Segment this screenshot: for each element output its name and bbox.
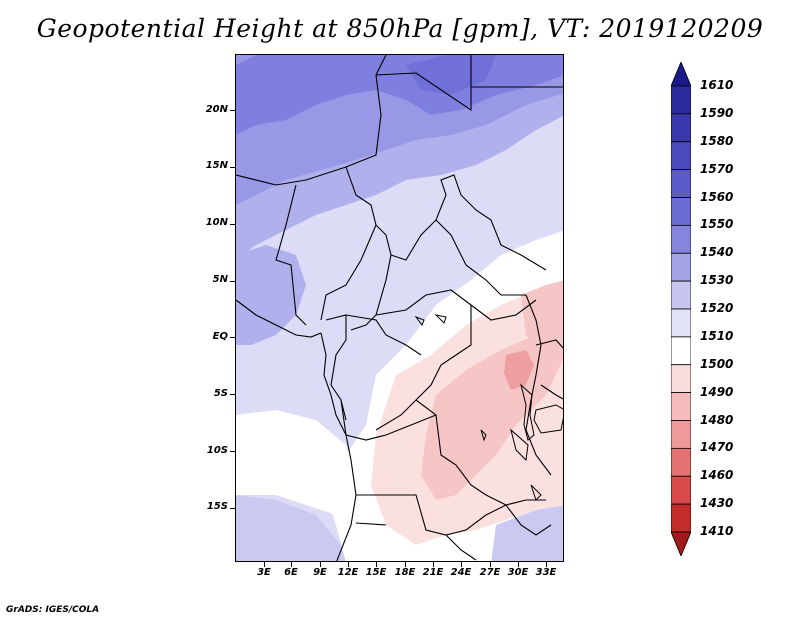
field-1560-core	[406, 55, 496, 95]
lon-label: 15E	[365, 567, 387, 578]
lon-label: 3E	[257, 567, 271, 578]
lon-label: 27E	[479, 567, 501, 578]
field-1530-southeast	[491, 505, 563, 561]
lon-label: 12E	[337, 567, 359, 578]
lon-label: 33E	[535, 567, 557, 578]
geopotential-height-field	[236, 55, 563, 561]
lon-tick	[546, 561, 547, 567]
lat-tick	[230, 508, 236, 509]
lon-tick	[348, 561, 349, 567]
colorbar-box	[671, 420, 691, 449]
colorbar-top-triangle	[671, 62, 691, 87]
lon-tick	[461, 561, 462, 567]
lon-tick	[433, 561, 434, 567]
lon-label: 6E	[284, 567, 298, 578]
colorbar-box	[671, 197, 691, 226]
colorbar-box	[671, 141, 691, 171]
colorbar	[671, 62, 691, 556]
colorbar-label: 1570	[700, 161, 734, 176]
lat-label: 15S	[206, 501, 228, 512]
colorbar-box	[671, 336, 691, 366]
colorbar-box	[671, 85, 691, 115]
field-1540-west	[236, 245, 306, 345]
colorbar-label: 1480	[700, 412, 734, 427]
lon-tick	[320, 561, 321, 567]
lat-label: 10S	[206, 445, 228, 456]
lat-label: 15N	[205, 160, 228, 171]
lon-tick	[264, 561, 265, 567]
lon-label: 21E	[422, 567, 444, 578]
colorbar-label: 1550	[700, 217, 734, 232]
lon-tick	[518, 561, 519, 567]
colorbar-label: 1560	[700, 189, 734, 204]
colorbar-bottom-triangle	[671, 531, 691, 556]
colorbar-box	[671, 252, 691, 282]
colorbar-box	[671, 475, 691, 505]
colorbar-box	[671, 308, 691, 338]
colorbar-box	[671, 169, 691, 198]
colorbar-label: 1430	[700, 496, 734, 511]
lon-label: 9E	[313, 567, 327, 578]
lon-label: 18E	[394, 567, 416, 578]
colorbar-label: 1470	[700, 440, 734, 455]
colorbar-label: 1460	[700, 468, 734, 483]
colorbar-label: 1410	[700, 524, 734, 538]
colorbar-box	[671, 280, 691, 310]
lat-tick	[230, 224, 236, 225]
lat-label: 20N	[205, 104, 228, 115]
colorbar-label: 1490	[700, 384, 734, 399]
lon-tick	[291, 561, 292, 567]
colorbar-label: 1540	[700, 245, 734, 260]
colorbar-label: 1510	[700, 328, 734, 343]
lat-tick	[230, 167, 236, 168]
country-borders	[236, 55, 563, 561]
colorbar-label: 1580	[700, 133, 734, 148]
colorbar-label: 1610	[700, 78, 734, 92]
colorbar-box	[671, 392, 691, 421]
field-1490-east	[521, 280, 563, 355]
lon-tick	[490, 561, 491, 567]
lat-label: 5N	[212, 274, 228, 285]
map-panel	[235, 54, 564, 562]
lat-tick	[230, 110, 236, 111]
colorbar-label: 1590	[700, 105, 734, 120]
colorbar-box	[671, 447, 691, 477]
lat-label: 5S	[213, 388, 228, 399]
map-title: Geopotential Height at 850hPa [gpm], VT:…	[36, 14, 764, 43]
colorbar-label: 1520	[700, 301, 734, 315]
lon-tick	[405, 561, 406, 567]
lat-tick	[230, 394, 236, 395]
lon-label: 24E	[450, 567, 472, 578]
colorbar-label: 1500	[700, 356, 734, 371]
field-1480	[504, 350, 534, 390]
colorbar-label: 1530	[700, 273, 734, 288]
colorbar-box	[671, 364, 691, 394]
lat-label: EQ	[212, 331, 228, 342]
colorbar-box	[671, 224, 691, 254]
colorbar-box	[671, 503, 691, 533]
lat-tick	[230, 451, 236, 452]
lat-label: 10N	[205, 217, 228, 228]
lon-label: 30E	[507, 567, 529, 578]
field-1510-southwest	[236, 410, 356, 515]
lon-tick	[376, 561, 377, 567]
lat-tick	[230, 281, 236, 282]
colorbar-box	[671, 113, 691, 143]
lat-tick	[230, 337, 236, 338]
lakes	[414, 314, 563, 501]
grads-credit: GrADS: IGES/COLA	[6, 605, 100, 615]
field-1530-southwest	[236, 495, 346, 561]
